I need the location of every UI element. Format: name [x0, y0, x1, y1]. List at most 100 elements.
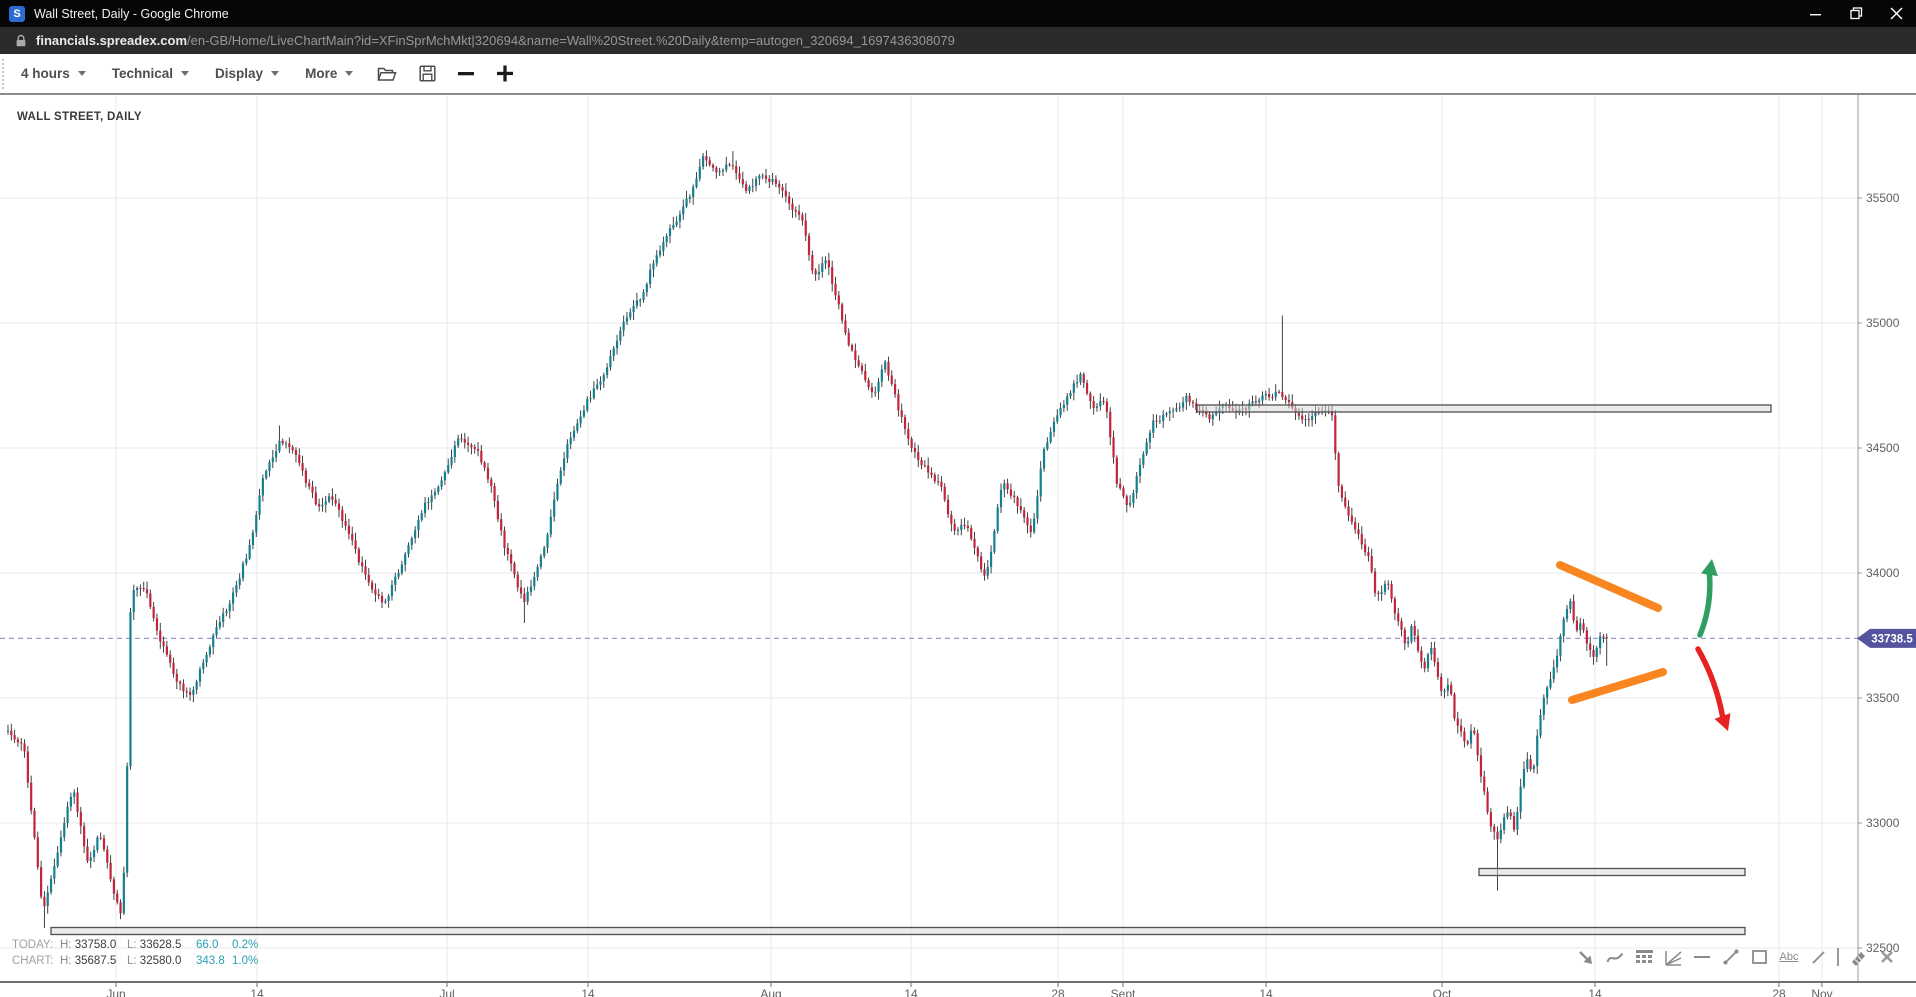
candles-up [6, 156, 1602, 914]
fan-lines-icon [1664, 950, 1681, 966]
chart-toolbar: 4 hours Technical Display More [0, 54, 1916, 95]
minimize-icon [1810, 13, 1821, 15]
rectangle-tool-button[interactable] [1750, 944, 1770, 970]
fan-lines-tool-button[interactable] [1663, 944, 1683, 970]
restore-button[interactable] [1836, 0, 1876, 27]
drawing-toolbar: Abc [1576, 944, 1897, 970]
svg-text:33000: 33000 [1866, 816, 1900, 830]
lock-icon[interactable] [15, 34, 27, 48]
open-folder-icon [377, 67, 397, 81]
today-change-pct: 0.2% [232, 939, 259, 951]
open-chart-button[interactable] [366, 54, 408, 93]
horizontal-line-tool-button[interactable] [1692, 944, 1712, 970]
save-chart-button[interactable] [408, 54, 447, 93]
up-arrow[interactable] [1697, 559, 1718, 638]
url-text: financials.spreadex.com/en-GB/Home/LiveC… [36, 33, 955, 48]
svg-text:34500: 34500 [1866, 441, 1900, 455]
display-label: Display [215, 66, 264, 81]
technical-dropdown[interactable]: Technical [99, 54, 202, 93]
chart-change-pct: 1.0% [232, 955, 259, 967]
technical-label: Technical [111, 66, 174, 81]
drag-handle[interactable] [2, 58, 8, 89]
today-label: TODAY: [12, 939, 54, 951]
svg-text:28: 28 [1051, 987, 1065, 997]
axes [0, 95, 1916, 987]
support-resistance-zones[interactable] [50, 404, 1772, 936]
svg-text:14: 14 [250, 987, 264, 997]
curve-tool-button[interactable] [1605, 944, 1625, 970]
svg-text:28: 28 [1772, 987, 1786, 997]
spreadex-favicon: S [9, 5, 25, 22]
svg-text:Jul: Jul [439, 987, 454, 997]
low-label: L: [127, 939, 137, 951]
restore-icon [1849, 7, 1862, 20]
delete-x-icon [1881, 951, 1893, 963]
more-dropdown[interactable]: More [292, 54, 366, 93]
marker-icon [1851, 951, 1865, 966]
high-label: H: [60, 939, 72, 951]
diagonal-line-tool-button[interactable] [1808, 944, 1828, 970]
window-controls [1796, 0, 1916, 27]
low-label: L: [127, 955, 137, 967]
pointer-tool-button[interactable] [1576, 944, 1596, 970]
window-title: Wall Street, Daily - Google Chrome [34, 6, 229, 21]
more-label: More [305, 66, 338, 81]
curve-icon [1606, 952, 1624, 963]
today-high: 33758.0 [74, 939, 117, 951]
svg-text:33500: 33500 [1866, 691, 1900, 705]
down-arrow[interactable] [1695, 646, 1731, 731]
url-bar: financials.spreadex.com/en-GB/Home/LiveC… [0, 27, 1916, 54]
plus-icon [497, 65, 514, 82]
minimize-button[interactable] [1796, 0, 1836, 27]
timeframe-dropdown[interactable]: 4 hours [8, 54, 99, 93]
grid-icon [1635, 950, 1653, 963]
candles-down [10, 156, 1608, 914]
chart-change: 343.8 [196, 955, 225, 967]
svg-text:35500: 35500 [1866, 191, 1900, 205]
svg-text:14: 14 [1588, 987, 1602, 997]
save-icon [419, 65, 436, 82]
today-change: 66.0 [196, 939, 219, 951]
diagonal-line-icon [1811, 950, 1825, 964]
x-axis-labels: Jun 14 Jul 14 Aug 14 28 Sept 14 Oct 14 28 Nov [106, 987, 1832, 997]
svg-text:Oct: Oct [1433, 987, 1452, 997]
svg-text:14: 14 [904, 987, 918, 997]
svg-text:35000: 35000 [1866, 316, 1900, 330]
marker-tool-button[interactable] [1848, 944, 1868, 970]
chart-title: WALL STREET, DAILY [17, 111, 142, 123]
text-tool-icon: Abc [1779, 951, 1799, 963]
svg-text:Jun: Jun [106, 987, 125, 997]
zoom-in-button[interactable] [486, 54, 525, 93]
chevron-down-icon [345, 71, 354, 76]
today-low: 33628.5 [139, 939, 182, 951]
chevron-down-icon [181, 71, 190, 76]
close-icon [1890, 7, 1902, 20]
chevron-down-icon [77, 71, 86, 76]
chart-high: 35687.5 [74, 955, 117, 967]
svg-text:34000: 34000 [1866, 566, 1900, 580]
candle-wicks [7, 150, 1608, 928]
toolbar-separator [1837, 948, 1839, 966]
text-tool-button[interactable]: Abc [1779, 944, 1799, 970]
grid-tool-button[interactable] [1634, 944, 1654, 970]
svg-text:14: 14 [1259, 987, 1273, 997]
zoom-out-button[interactable] [447, 54, 486, 93]
high-label: H: [60, 955, 72, 967]
close-button[interactable] [1876, 0, 1916, 27]
svg-text:Aug: Aug [760, 987, 781, 997]
orange-trend-lines[interactable] [1556, 561, 1667, 704]
trend-line-icon [1723, 949, 1739, 965]
current-price-tag: 33738.5 [1857, 628, 1916, 648]
display-dropdown[interactable]: Display [202, 54, 292, 93]
grid-lines [0, 95, 1858, 982]
chart-low: 32580.0 [139, 955, 182, 967]
url-domain: financials.spreadex.com [36, 33, 188, 48]
svg-text:Sept: Sept [1111, 987, 1136, 997]
horizontal-line-icon [1694, 956, 1710, 958]
delete-drawings-button[interactable] [1877, 944, 1897, 970]
trend-line-tool-button[interactable] [1721, 944, 1741, 970]
rectangle-icon [1752, 950, 1767, 964]
chart-label: CHART: [12, 955, 54, 967]
